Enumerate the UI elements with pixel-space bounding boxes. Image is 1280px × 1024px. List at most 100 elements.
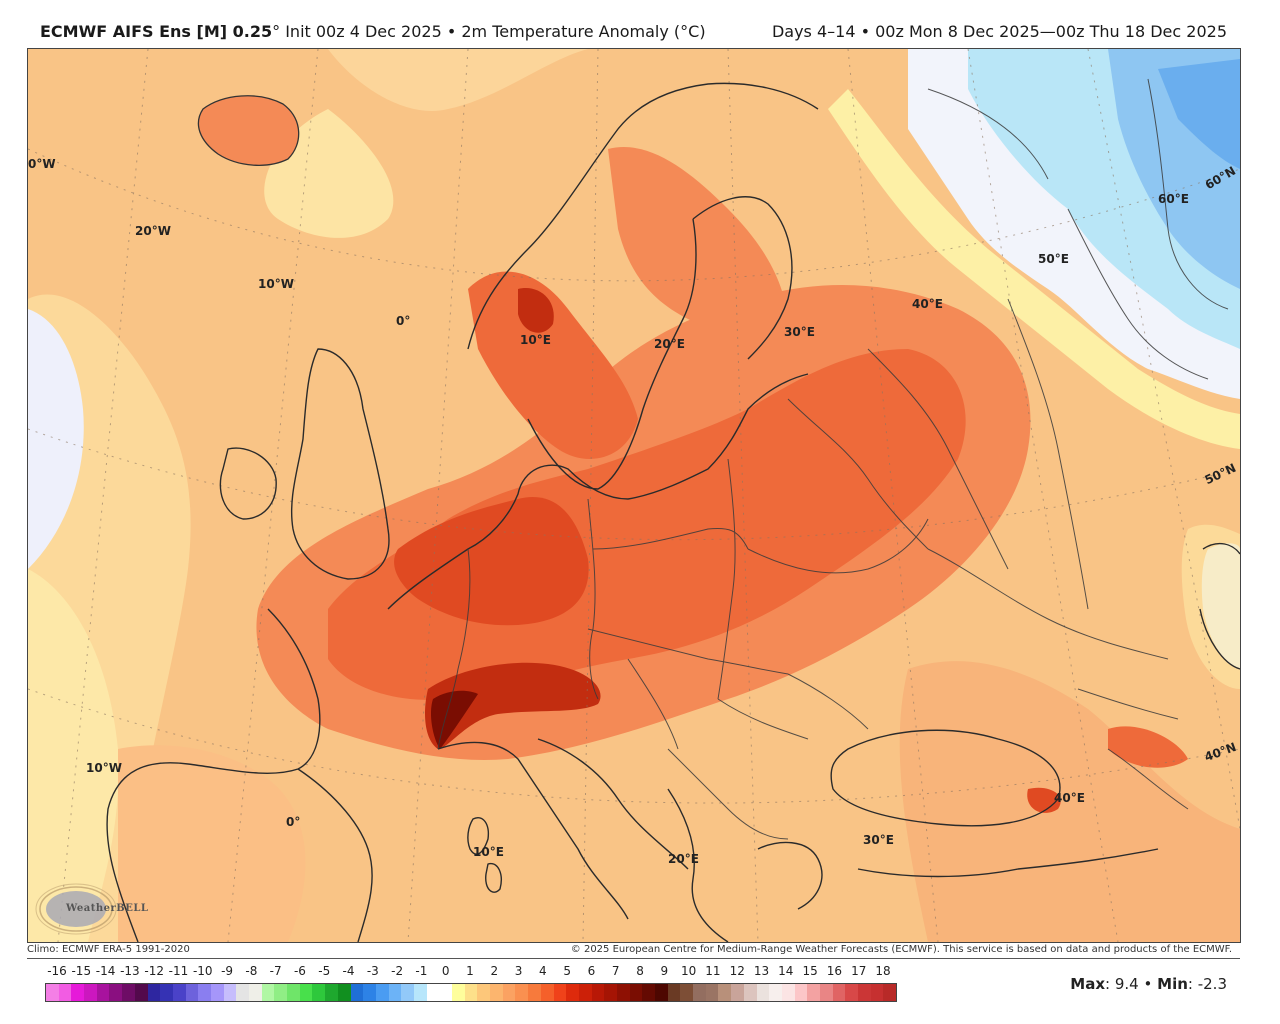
- colorbar-tick-label: -11: [168, 964, 189, 978]
- max-min-readout: Max: 9.4 • Min: -2.3: [1070, 975, 1227, 993]
- graticule-label: 0°: [286, 815, 301, 829]
- colorbar-swatch: [781, 984, 795, 1001]
- colorbar-tick-label: -16: [47, 964, 67, 978]
- hot-zone-alps: [425, 662, 601, 749]
- max-value: 9.4: [1114, 975, 1139, 993]
- peak-zone-norway: [518, 288, 554, 333]
- colorbar-swatch: [705, 984, 719, 1001]
- colorbar-tick-label: 17: [851, 964, 867, 978]
- colorbar-swatch: [426, 984, 440, 1001]
- colorbar-swatch: [58, 984, 72, 1001]
- colorbar-labels: -16 -15 -14 -13 -12 -11 -10 -9 -8 -7 -6 -5 -4 -3 -2 -1 0…: [45, 964, 895, 980]
- colorbar-swatch: [591, 984, 605, 1001]
- colorbar-tick-label: -3: [366, 964, 379, 978]
- climo-note: Climo: ECMWF ERA-5 1991-2020: [27, 944, 190, 955]
- colorbar-swatch: [299, 984, 313, 1001]
- colorbar-tick-label: -15: [71, 964, 92, 978]
- yellow-zone-sw: [28, 569, 119, 942]
- variable-name: 2m Temperature Anomaly (°C): [461, 22, 706, 41]
- colorbar-swatch: [883, 984, 897, 1001]
- graticule-label: 50°E: [1038, 252, 1069, 266]
- colorbar-swatch: [452, 984, 465, 1001]
- colorbar-swatch: [363, 984, 376, 1001]
- colorbar: [45, 983, 897, 1002]
- colorbar-tick-label: -2: [391, 964, 404, 978]
- degree-symbol: °: [272, 22, 281, 41]
- colorbar-tick-label: -9: [221, 964, 234, 978]
- colorbar-swatch: [528, 984, 541, 1001]
- map-title: ECMWF AIFS Ens [M] 0.25° Init 00z 4 Dec …: [40, 22, 706, 41]
- colorbar-swatch: [375, 984, 389, 1001]
- colorbar-swatch: [223, 984, 237, 1001]
- warm-zone-finland: [608, 147, 788, 340]
- graticule-label: 20°E: [654, 337, 685, 351]
- colorbar-swatch: [731, 984, 744, 1001]
- iceland: [197, 95, 300, 166]
- title-separator: •: [446, 22, 457, 41]
- graticule-label: 10°E: [473, 845, 504, 859]
- footer-divider: [27, 958, 1240, 959]
- hot-spot-caucasus: [1108, 726, 1188, 768]
- colorbar-swatch: [553, 984, 567, 1001]
- colorbar-swatch: [515, 984, 529, 1001]
- colorbar-tick-label: -13: [120, 964, 140, 978]
- graticule-label: 30°E: [863, 833, 894, 847]
- colorbar-tick-label: -8: [245, 964, 258, 978]
- colorbar-tick-label: 9: [660, 964, 669, 978]
- colorbar-swatch: [680, 984, 694, 1001]
- colorbar-tick-label: -6: [293, 964, 306, 978]
- colorbar-swatch: [667, 984, 681, 1001]
- graticule-label: 20°W: [135, 224, 171, 238]
- colorbar-swatch: [337, 984, 351, 1001]
- valid-range: Days 4–14 • 00z Mon 8 Dec 2025—00z Thu 1…: [771, 22, 1227, 41]
- graticule-label: 60°E: [1158, 192, 1189, 206]
- graticule-label: 40°E: [912, 297, 943, 311]
- anomaly-map: 0°W 20°W 10°W 0° 10°E 20°E 30°E 40°E 50°…: [27, 48, 1241, 943]
- hot-zone-germany: [394, 497, 589, 626]
- colorbar-tick-label: 12: [729, 964, 745, 978]
- transition-band: [828, 89, 1240, 449]
- colorbar-swatch: [655, 984, 668, 1001]
- colorbar-swatch: [172, 984, 186, 1001]
- colorbar-tick-label: 11: [705, 964, 721, 978]
- colorbar-swatch: [350, 984, 364, 1001]
- colorbar-swatch: [540, 984, 554, 1001]
- colorbar-swatch: [604, 984, 617, 1001]
- colorbar-swatch: [134, 984, 148, 1001]
- colorbar-tick-label: -12: [144, 964, 164, 978]
- colorbar-swatch: [388, 984, 402, 1001]
- colorbar-tick-label: -5: [318, 964, 331, 978]
- colorbar-swatch: [325, 984, 338, 1001]
- colorbar-swatch: [642, 984, 655, 1001]
- colorbar-tick-label: 2: [490, 964, 499, 978]
- hot-spot-turkey: [1027, 787, 1061, 813]
- colorbar-swatch: [71, 984, 85, 1001]
- colorbar-swatch: [616, 984, 630, 1001]
- min-value: -2.3: [1197, 975, 1227, 993]
- colorbar-swatch: [287, 984, 300, 1001]
- colorbar-swatch: [96, 984, 110, 1001]
- graticule-label: 0°W: [28, 157, 56, 171]
- colorbar-tick-label: 8: [636, 964, 644, 978]
- colorbar-swatch: [578, 984, 592, 1001]
- deep-cold-zone: [1158, 59, 1240, 169]
- colorbar-swatch: [312, 984, 326, 1001]
- min-label: Min: [1157, 975, 1188, 993]
- colorbar-tick-label: 14: [778, 964, 794, 978]
- colorbar-swatch: [756, 984, 770, 1001]
- pale-zone-caspian: [1181, 524, 1240, 689]
- colorbar-tick-label: 7: [611, 964, 620, 978]
- colorbar-tick-label: 18: [875, 964, 891, 978]
- colorbar-swatch: [185, 984, 199, 1001]
- colorbar-swatch: [261, 984, 275, 1001]
- colorbar-tick-label: 4: [539, 964, 547, 978]
- colorbar-swatch: [693, 984, 706, 1001]
- pale-zone-north: [28, 49, 588, 111]
- colorbar-swatch: [807, 984, 820, 1001]
- model-name: ECMWF AIFS Ens [M] 0.25: [40, 22, 273, 41]
- colorbar-swatch: [236, 984, 249, 1001]
- graticule-label: 10°W: [86, 761, 122, 775]
- colorbar-tick-label: -14: [95, 964, 116, 978]
- graticule-label: 10°W: [258, 277, 294, 291]
- colorbar-swatch: [122, 984, 135, 1001]
